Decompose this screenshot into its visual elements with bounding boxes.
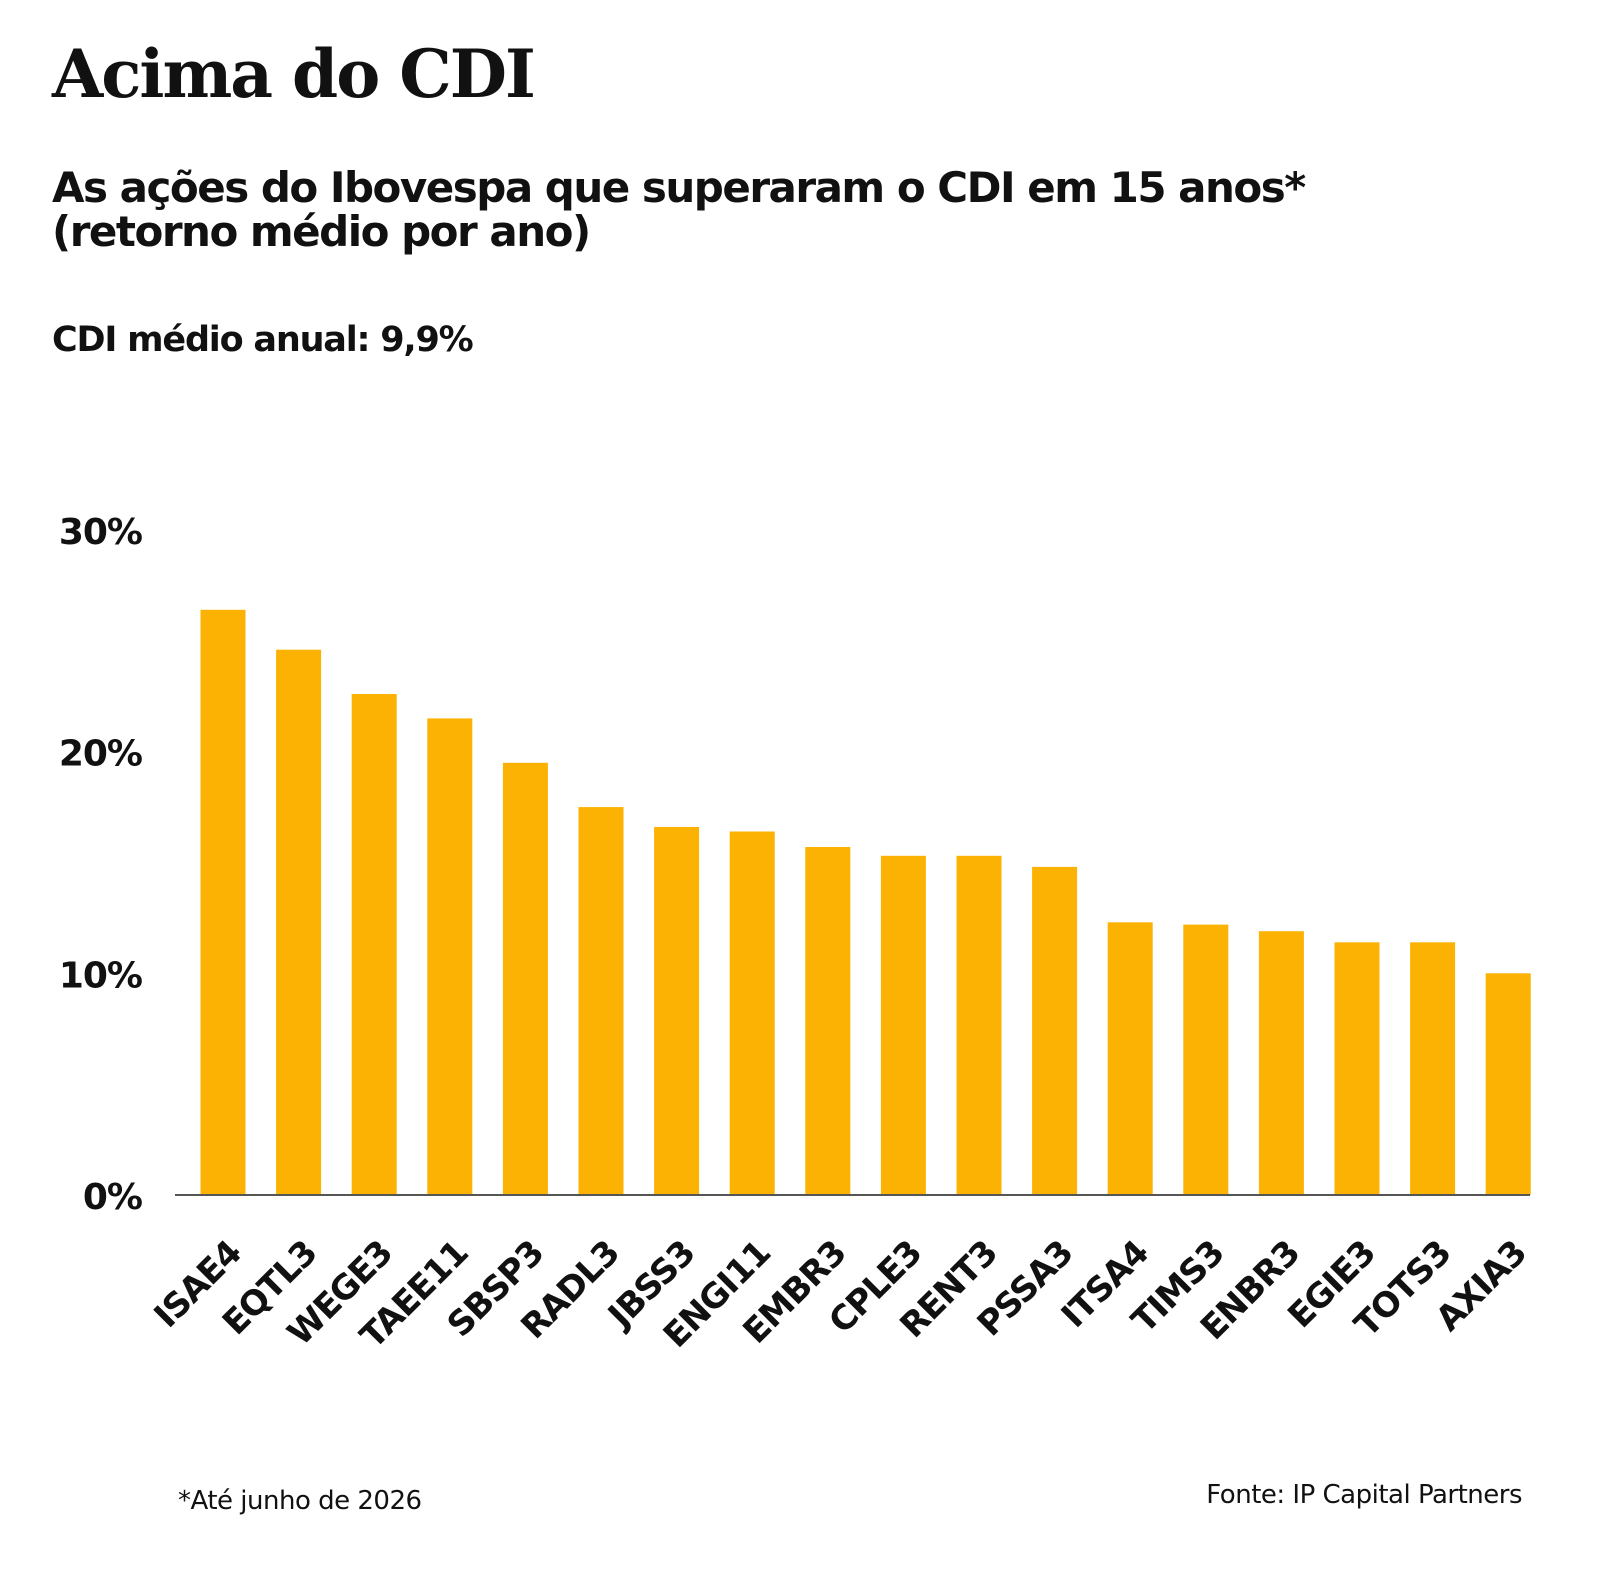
y-tick-label: 20%	[59, 734, 142, 775]
subtitle-line-1: As ações do Ibovespa que superaram o CDI…	[52, 163, 1306, 212]
bar-itsa4	[1107, 922, 1153, 1195]
footnote: *Até junho de 2026	[178, 1486, 422, 1516]
bar-radl3	[578, 807, 624, 1195]
y-tick-label: 0%	[83, 1177, 142, 1218]
bar-tots3	[1410, 942, 1456, 1195]
source-credit: Fonte: IP Capital Partners	[1206, 1480, 1522, 1510]
bar-eqtl3	[276, 649, 322, 1195]
bar-rent3	[956, 855, 1002, 1195]
bar-egie3	[1334, 942, 1380, 1195]
y-axis-ticks: 0% 10% 20% 30%	[59, 512, 143, 1218]
bar-jbss3	[654, 827, 700, 1195]
subtitle-line-2: (retorno médio por ano)	[52, 207, 591, 257]
bar-wege3	[351, 694, 397, 1195]
bar-taee11	[427, 718, 473, 1195]
chart-subtitle: As ações do Ibovespa que superaram o CDI…	[52, 163, 1512, 257]
bar-embr3	[805, 847, 851, 1195]
chart-title: Acima do CDI	[52, 35, 536, 113]
bar-enbr3	[1258, 931, 1304, 1195]
y-tick-label: 10%	[59, 955, 142, 996]
x-axis-labels: ISAE4EQTL3WEGE3TAEE11SBSP3RADL3JBSS3ENGI…	[147, 1233, 1535, 1357]
bar-tims3	[1183, 924, 1229, 1195]
bar-isae4	[200, 609, 246, 1195]
bars-group	[200, 609, 1531, 1196]
bar-pssa3	[1032, 866, 1078, 1195]
bar-sbsp3	[502, 762, 548, 1196]
cdi-average-note: CDI médio anual: 9,9%	[52, 320, 474, 360]
bar-engi11	[729, 831, 775, 1195]
bar-chart: 0% 10% 20% 30% ISAE4EQTL3WEGE3TAEE11SBSP3RA…	[59, 512, 1535, 1357]
bar-axia3	[1485, 973, 1531, 1195]
y-tick-label: 30%	[59, 512, 142, 553]
bar-cple3	[880, 855, 926, 1195]
